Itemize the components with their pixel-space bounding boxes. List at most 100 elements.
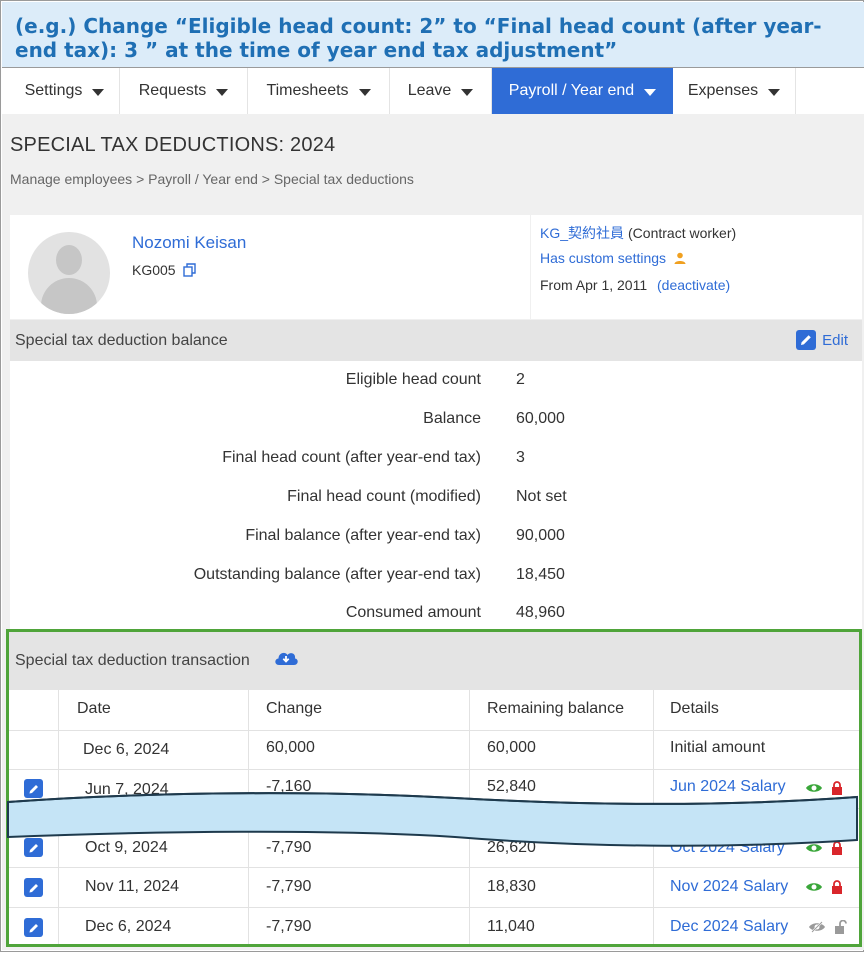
nav-label: Settings: [24, 82, 83, 99]
person-icon: [674, 251, 686, 267]
caret-down-icon: [768, 88, 781, 96]
balance-value: 18,450: [516, 566, 565, 583]
balance-label: Consumed amount: [345, 604, 481, 621]
balance-row: Balance 60,000: [10, 404, 862, 434]
department-info: KG_契約社員 (Contract worker): [540, 223, 736, 243]
cloud-download-icon[interactable]: [273, 648, 299, 673]
caret-down-icon: [92, 88, 105, 96]
row-date: Dec 6, 2024: [85, 918, 172, 935]
balance-value: 3: [516, 449, 525, 466]
column-header-date: Date: [77, 700, 111, 717]
balance-row: Eligible head count 2: [10, 365, 862, 395]
row-details-link[interactable]: Nov 2024 Salary: [670, 878, 789, 895]
row-details-link[interactable]: Dec 2024 Salary: [670, 918, 789, 935]
column-header-details: Details: [670, 700, 719, 717]
breadcrumb: Manage employees > Payroll / Year end > …: [10, 171, 414, 187]
custom-settings-label: Has custom settings: [540, 250, 667, 266]
nav-label: Leave: [407, 82, 452, 99]
balance-label: Outstanding balance (after year-end tax): [193, 566, 481, 583]
department-link[interactable]: KG_契約社員: [540, 225, 625, 241]
edit-row-pencil-icon[interactable]: [24, 878, 43, 897]
row-change: -7,160: [266, 778, 312, 795]
edit-label: Edit: [822, 331, 848, 349]
column-header-remaining: Remaining balance: [487, 700, 624, 717]
balance-label: Final head count (after year-end tax): [222, 449, 481, 466]
lock-icon: [832, 880, 842, 894]
nav-label: Expenses: [687, 82, 759, 99]
unlock-icon: [835, 920, 847, 934]
avatar-body: [41, 278, 97, 314]
transaction-section-title: Special tax deduction transaction: [15, 652, 250, 669]
nav-settings[interactable]: Settings: [10, 68, 120, 114]
edit-row-pencil-icon[interactable]: [24, 838, 43, 857]
row-change: -7,790: [266, 878, 312, 895]
balance-section-header: Special tax deduction balance Edit: [10, 320, 862, 361]
caret-down-icon: [461, 88, 474, 96]
avatar-head: [56, 245, 82, 275]
omitted-rows-torn-overlay: [7, 792, 858, 847]
employment-type: (Contract worker): [628, 225, 737, 241]
balance-value: Not set: [516, 488, 567, 505]
balance-value: 90,000: [516, 527, 565, 544]
row-status-icons: [808, 920, 848, 934]
nav-leave[interactable]: Leave: [390, 68, 492, 114]
employee-code-text: KG005: [132, 262, 176, 278]
table-row: Nov 11, 2024 -7,790 18,830 Nov 2024 Sala…: [9, 868, 859, 908]
column-header-change: Change: [266, 700, 323, 717]
balance-row: Outstanding balance (after year-end tax)…: [10, 560, 862, 590]
table-row: Dec 6, 2024 60,000 60,000 Initial amount: [9, 730, 859, 770]
balance-value: 60,000: [516, 410, 565, 427]
balance-value: 2: [516, 371, 525, 388]
row-status-icons: [805, 880, 843, 894]
nav-payroll-year-end[interactable]: Payroll / Year end: [492, 68, 673, 114]
nav-label: Payroll / Year end: [508, 82, 635, 99]
avatar: [28, 232, 110, 314]
edit-row-pencil-icon[interactable]: [24, 779, 43, 798]
employee-card: Nozomi Keisan KG005 KG_契約社員 (Contract wor…: [10, 215, 862, 319]
row-date: Nov 11, 2024: [85, 878, 179, 895]
employee-code: KG005: [132, 262, 197, 280]
balance-panel: Eligible head count 2 Balance 60,000 Final…: [10, 361, 862, 629]
transaction-section-header: Special tax deduction transaction: [9, 632, 859, 690]
row-change: 60,000: [266, 739, 315, 756]
eye-slash-icon: [809, 921, 825, 933]
nav-label: Requests: [138, 82, 207, 99]
employee-name-link[interactable]: Nozomi Keisan: [132, 233, 247, 252]
deactivate-link[interactable]: (deactivate): [657, 277, 731, 293]
annotation-banner: (e.g.) Change “Eligible head count: 2” t…: [2, 2, 864, 68]
nav-requests[interactable]: Requests: [120, 68, 248, 114]
nav-expenses[interactable]: Expenses: [673, 68, 796, 114]
balance-row: Final head count (modified) Not set: [10, 482, 862, 512]
top-nav: Settings Requests Timesheets Leave Payro…: [10, 68, 864, 115]
nav-label: Timesheets: [266, 82, 349, 99]
edit-row-pencil-icon[interactable]: [24, 918, 43, 937]
row-remaining: 26,620: [487, 839, 536, 856]
balance-label: Final head count (modified): [287, 488, 481, 505]
caret-down-icon: [216, 88, 229, 96]
balance-row: Consumed amount 48,960: [10, 598, 862, 628]
row-date: Jun 7, 2024: [85, 781, 169, 798]
balance-section-title: Special tax deduction balance: [15, 332, 228, 349]
balance-label: Balance: [423, 410, 481, 427]
balance-label: Final balance (after year-end tax): [245, 527, 481, 544]
row-remaining: 11,040: [487, 918, 535, 935]
eye-icon: [806, 844, 822, 852]
row-status-icons: [805, 781, 843, 795]
row-remaining: 52,840: [487, 778, 536, 795]
balance-row: Final head count (after year-end tax) 3: [10, 443, 862, 473]
pencil-icon: [796, 330, 817, 350]
table-header-row: Date Change Remaining balance Details: [9, 690, 859, 731]
edit-button[interactable]: Edit: [796, 330, 848, 350]
effective-from: From Apr 1, 2011: [540, 277, 648, 293]
row-details: Initial amount: [670, 739, 766, 756]
custom-settings-link[interactable]: Has custom settings: [540, 250, 686, 267]
row-date: Oct 9, 2024: [85, 839, 168, 856]
divider: [530, 215, 531, 319]
row-remaining: 18,830: [487, 878, 536, 895]
caret-down-icon: [644, 88, 657, 96]
copy-icon[interactable]: [183, 263, 197, 280]
balance-label: Eligible head count: [345, 371, 481, 388]
page-title: SPECIAL TAX DEDUCTIONS: 2024: [10, 134, 336, 156]
nav-timesheets[interactable]: Timesheets: [248, 68, 390, 114]
row-details-link[interactable]: Jun 2024 Salary: [670, 778, 786, 795]
